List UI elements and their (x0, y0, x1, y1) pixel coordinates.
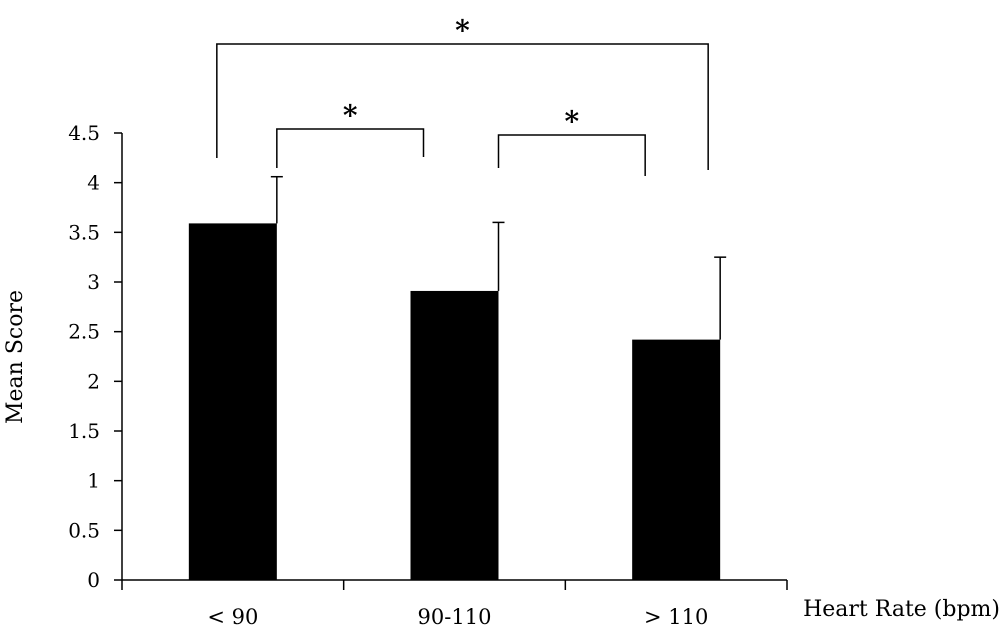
y-tick-label: 0.5 (68, 518, 100, 542)
bar (410, 290, 499, 580)
significance-bracket (216, 43, 709, 170)
y-axis-ticks: 0 0.5 1 1.5 2 2.5 3 3.5 4 4.5 (68, 121, 122, 592)
x-axis-label: Heart Rate (bpm) (803, 597, 1000, 622)
x-category-label: 90-110 (418, 605, 492, 629)
significance-star: * (455, 14, 470, 47)
bars-group (188, 223, 721, 581)
y-tick-label: 0 (87, 568, 100, 592)
y-tick-label: 2.5 (68, 320, 100, 344)
y-tick-label: 1.5 (68, 419, 100, 443)
y-tick-label: 3 (87, 270, 100, 294)
x-category-label: < 90 (207, 605, 258, 629)
bar (188, 223, 277, 581)
bar (632, 339, 721, 580)
error-bars-group (270, 175, 727, 340)
y-axis-label: Mean Score (3, 290, 28, 424)
y-tick-label: 3.5 (68, 220, 100, 244)
y-tick-label: 4 (87, 171, 100, 195)
significance-star: * (565, 105, 580, 138)
significance-brackets: * * * (216, 14, 709, 176)
significance-bracket (276, 128, 425, 168)
x-axis-ticks: < 90 90-110 > 110 (121, 580, 788, 629)
significance-bracket (497, 134, 646, 176)
significance-star: * (343, 99, 358, 132)
y-tick-label: 1 (87, 469, 100, 493)
x-category-label: > 110 (644, 605, 708, 629)
y-tick-label: 2 (87, 369, 100, 393)
y-tick-label: 4.5 (68, 121, 100, 145)
